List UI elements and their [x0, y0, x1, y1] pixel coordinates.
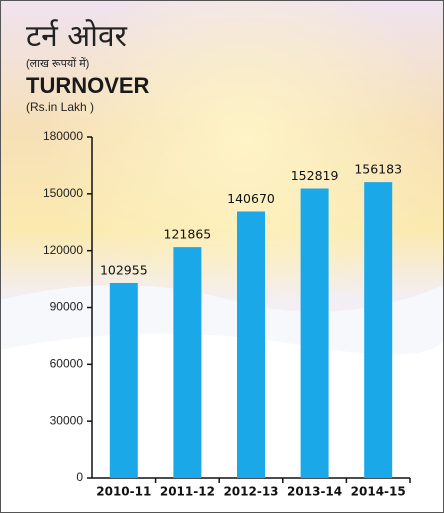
value-label: 152819 [291, 168, 339, 183]
y-tick-label: 180000 [43, 129, 83, 143]
bar [364, 182, 393, 478]
bar [173, 247, 202, 478]
y-tick-label: 30000 [50, 413, 84, 427]
title-hindi: टर्न ओवर [26, 19, 128, 54]
y-tick-label: 60000 [50, 357, 84, 371]
value-label: 140670 [227, 191, 275, 206]
bar [237, 211, 265, 479]
unit-label: (Rs.in Lakh ) [26, 100, 94, 114]
chart-title: TURNOVER [26, 73, 150, 98]
value-label: 102955 [100, 262, 148, 277]
value-label: 121865 [164, 227, 212, 242]
value-label: 156183 [354, 162, 402, 177]
x-tick-label: 2013-14 [287, 485, 342, 499]
y-tick-label: 90000 [50, 300, 84, 314]
x-tick-label: 2011-12 [160, 485, 215, 499]
y-tick-label: 120000 [43, 243, 83, 257]
y-tick-label: 0 [76, 470, 83, 484]
y-tick-label: 150000 [43, 186, 83, 200]
bar [109, 282, 138, 478]
bar [300, 188, 329, 478]
x-tick-label: 2012-13 [223, 485, 278, 499]
x-tick-label: 2010-11 [96, 485, 151, 499]
x-tick-label: 2014-15 [351, 485, 406, 499]
unit-hindi: (लाख रूपयों में) [26, 57, 89, 70]
